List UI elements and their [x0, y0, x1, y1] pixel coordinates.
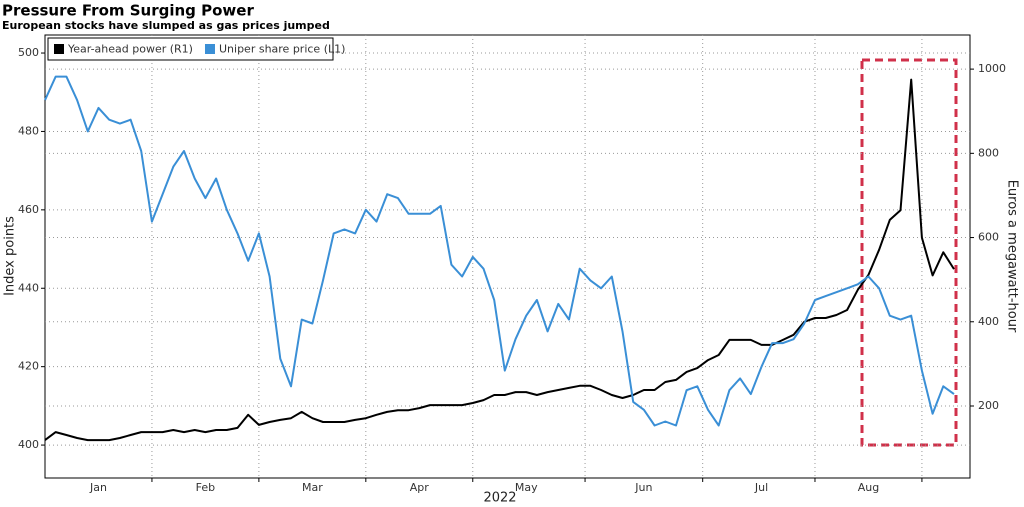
- y2-tick-label: 800: [978, 146, 999, 159]
- legend-swatch: [204, 44, 215, 54]
- x-tick-label: Aug: [858, 481, 879, 494]
- x-tick-label: Jun: [634, 481, 652, 494]
- legend-label: Year-ahead power (R1): [67, 43, 193, 56]
- y-tick-label: 440: [18, 281, 39, 294]
- y-tick-label: 480: [18, 124, 39, 137]
- y2-tick-label: 400: [978, 315, 999, 328]
- y2-tick-label: 600: [978, 231, 999, 244]
- y2-tick-label: 200: [978, 399, 999, 412]
- y-tick-label: 500: [18, 46, 39, 59]
- x-tick-label: May: [515, 481, 538, 494]
- x-tick-label: Mar: [302, 481, 323, 494]
- series-line: [44, 78, 955, 442]
- y-tick-label: 400: [18, 438, 39, 451]
- series-line: [44, 75, 955, 427]
- y-tick-label: 460: [18, 203, 39, 216]
- legend-box: [47, 37, 334, 61]
- x-axis-label: 2022: [483, 491, 516, 506]
- legend-label: Uniper share price (L1): [219, 43, 345, 56]
- legend-swatch: [54, 44, 64, 54]
- chart-title: Pressure From Surging Power: [2, 2, 254, 20]
- y-axis-label: Index points: [3, 216, 18, 296]
- y2-tick-label: 1000: [978, 62, 1006, 75]
- chart-subtitle: European stocks have slumped as gas pric…: [2, 19, 330, 32]
- y-tick-label: 420: [18, 360, 39, 373]
- x-tick-label: Jul: [754, 481, 768, 494]
- x-tick-label: Feb: [196, 481, 215, 494]
- y2-axis-label: Euros a megawatt-hour: [1005, 180, 1020, 333]
- x-tick-label: Apr: [410, 481, 430, 494]
- x-tick-label: Jan: [89, 481, 107, 494]
- plot-frame: [44, 34, 971, 479]
